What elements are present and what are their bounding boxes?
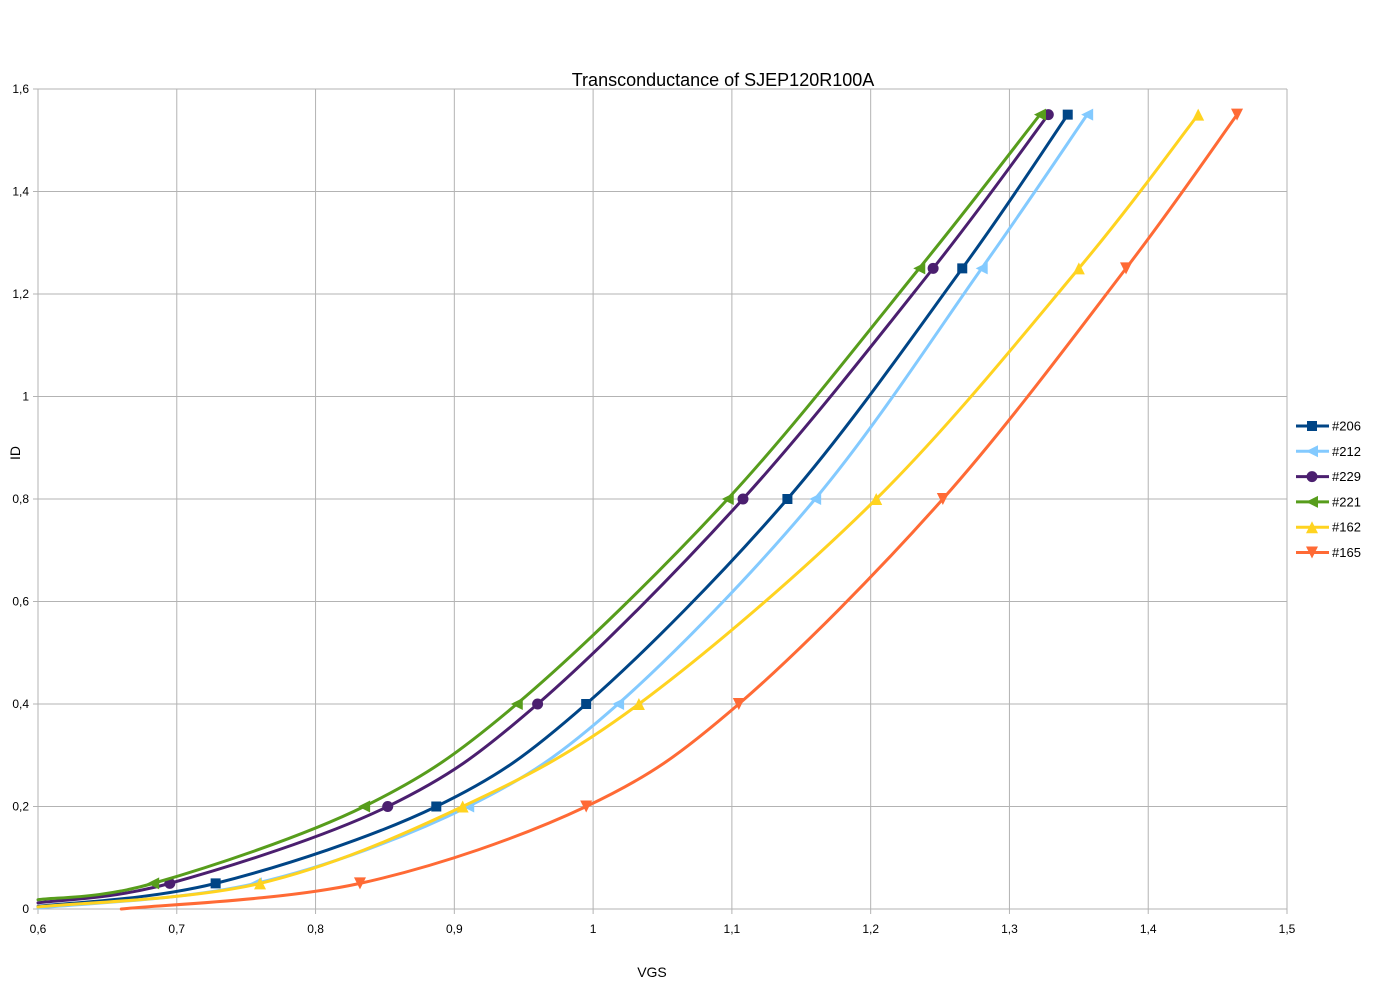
series-206 <box>36 109 1073 908</box>
y-tick-label: 0,6 <box>12 595 29 609</box>
legend-marker <box>1306 521 1318 534</box>
data-point <box>870 493 883 505</box>
y-tick-label: 1 <box>22 390 29 404</box>
legend-item: #212 <box>1296 444 1361 459</box>
data-point <box>632 698 645 710</box>
data-point <box>1033 108 1046 121</box>
y-tick-label: 0 <box>22 902 29 916</box>
data-point <box>732 698 745 710</box>
data-point <box>581 699 592 709</box>
data-point <box>936 493 949 505</box>
x-tick-label: 0,6 <box>30 922 47 936</box>
x-tick-label: 1,4 <box>1140 922 1157 936</box>
y-tick-label: 1,2 <box>12 287 29 301</box>
legend-marker <box>1306 495 1318 508</box>
x-tick-label: 1,3 <box>1001 922 1018 936</box>
y-tick-label: 1,6 <box>12 82 29 96</box>
data-point <box>957 263 968 274</box>
y-tick-label: 1,4 <box>12 185 29 199</box>
data-point <box>927 262 939 274</box>
legend-marker <box>1306 471 1318 483</box>
data-point <box>456 800 469 813</box>
data-point <box>782 494 793 504</box>
x-tick-label: 1,1 <box>724 922 741 936</box>
legend-item: #206 <box>1296 419 1361 434</box>
x-axis-title: VGS <box>637 964 667 980</box>
legend-item: #229 <box>1296 469 1361 484</box>
legend-item: #162 <box>1296 520 1361 535</box>
axes: 0,6 0,7 0,8 0,9 1 1,1 1,2 1,3 1,4 1,5 0 0,2 0,4 0,6 0,… <box>12 82 1295 936</box>
legend-item: #165 <box>1296 545 1361 560</box>
legend-marker <box>1306 445 1318 458</box>
data-point <box>1192 108 1205 121</box>
legend-label: #206 <box>1332 419 1361 434</box>
y-axis-title: ID <box>7 446 23 460</box>
legend-marker <box>1307 421 1317 431</box>
data-point <box>353 877 366 890</box>
data-point <box>737 493 749 505</box>
series-line <box>36 113 1070 908</box>
data-point <box>431 801 442 812</box>
data-point <box>532 698 544 710</box>
x-tick-label: 1 <box>590 922 597 936</box>
data-point <box>913 262 926 275</box>
y-tick-label: 0,2 <box>12 800 29 814</box>
data-point <box>510 698 523 710</box>
data-point <box>147 877 160 890</box>
legend-item: #221 <box>1296 494 1361 509</box>
data-point <box>1120 262 1133 275</box>
data-point <box>1062 109 1073 120</box>
x-tick-label: 0,7 <box>168 922 185 936</box>
x-tick-label: 0,8 <box>307 922 324 936</box>
x-tick-label: 0,9 <box>446 922 463 936</box>
legend-label: #165 <box>1332 545 1361 560</box>
data-point <box>721 493 734 505</box>
data-point <box>809 493 822 505</box>
data-point <box>1072 262 1085 275</box>
x-tick-label: 1,5 <box>1279 922 1296 936</box>
data-point <box>210 878 221 889</box>
data-point <box>1231 108 1244 121</box>
x-tick-label: 1,2 <box>862 922 879 936</box>
data-point <box>975 262 988 275</box>
series-165 <box>119 108 1244 911</box>
data-point <box>1081 108 1094 121</box>
data-point <box>358 800 371 813</box>
grid <box>37 88 1288 910</box>
chart-title: Transconductance of SJEP120R100A <box>572 70 875 90</box>
series <box>36 108 1244 911</box>
y-tick-label: 0,8 <box>12 492 29 506</box>
legend-label: #212 <box>1332 444 1361 459</box>
data-point <box>612 698 625 710</box>
y-tick-label: 0,4 <box>12 697 29 711</box>
series-229 <box>36 109 1054 905</box>
legend-label: #221 <box>1332 494 1361 509</box>
data-point <box>580 800 593 813</box>
legend-marker <box>1306 546 1318 559</box>
series-162 <box>36 108 1205 909</box>
series-221 <box>36 108 1046 902</box>
data-point <box>254 877 267 890</box>
data-point <box>382 801 394 812</box>
legend-label: #162 <box>1332 520 1361 535</box>
legend: #206 #212 #229 #221 #162 #165 <box>1296 419 1361 560</box>
legend-label: #229 <box>1332 469 1361 484</box>
